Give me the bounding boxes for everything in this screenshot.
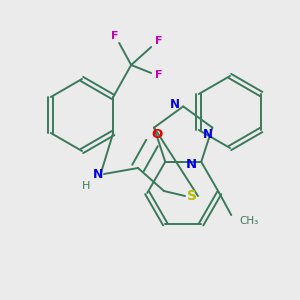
Text: CH₃: CH₃ [239, 216, 259, 226]
Text: N: N [170, 98, 180, 111]
Text: F: F [155, 36, 163, 46]
Text: N: N [186, 158, 197, 171]
Text: S: S [187, 189, 197, 203]
Text: O: O [152, 128, 163, 142]
Text: N: N [203, 128, 213, 141]
Text: N: N [93, 167, 103, 181]
Text: F: F [111, 31, 119, 41]
Text: H: H [82, 181, 90, 191]
Text: F: F [155, 70, 163, 80]
